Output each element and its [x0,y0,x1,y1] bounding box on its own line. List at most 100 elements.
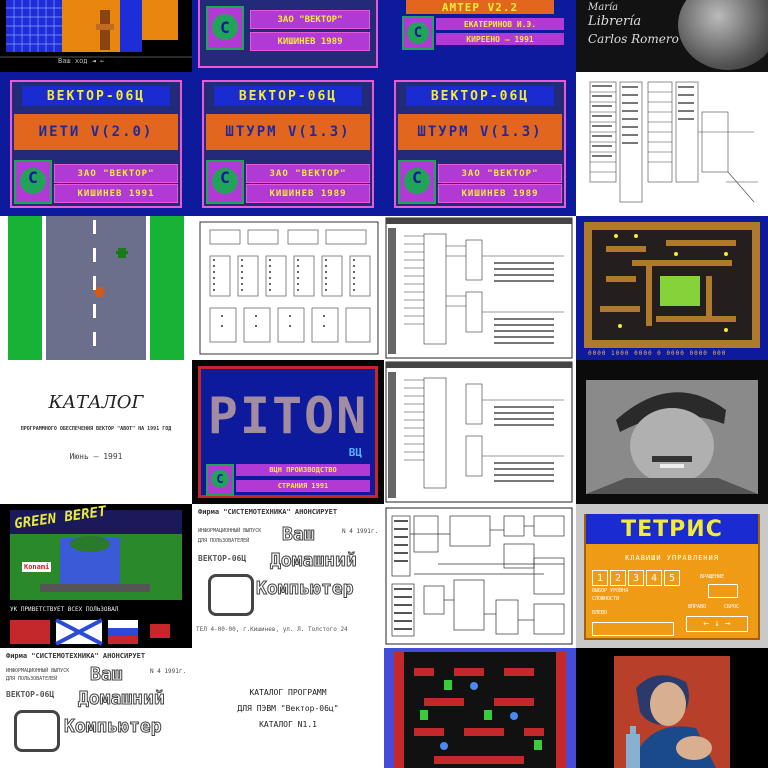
c-logo-icon: C [212,14,238,40]
thumbnail-home-computer-cover-1[interactable]: Фирма "СИСТЕМОТЕХНИКА" АНОНСИРУЕТ ИНФОРМ… [192,504,384,648]
catalog-line-1: КАТАЛОГ ПРОГРАММ [249,688,327,697]
cover-line-3: ВЕКТОР-06Ц [198,554,247,563]
cover-big-1: Ваш [282,524,316,546]
catalog-line-3: КАТАЛОГ N1.1 [259,720,317,729]
thumbnail-circuit-diagram-3[interactable] [384,504,576,648]
thumbnail-circuit-diagram-1[interactable] [384,216,576,360]
catalog-title: КАТАЛОГ [48,392,144,413]
road-game-graphic [8,216,184,360]
cover-footer: ТЕЛ 4-00-00, г.Кишинев, ул. Л. Толстого … [196,626,348,633]
credit-line-2: Librería [588,14,642,29]
cover-line-1: ИНФОРМАЦИОННЫЙ ВЫПУСК [6,668,70,674]
logo: C [14,160,52,204]
cover-line-1: ИНФОРМАЦИОННЫЙ ВЫПУСК [198,528,262,534]
c-logo-icon: C [407,22,429,44]
system-title: ВЕКТОР-06Ц [214,86,362,106]
digit-3: 3 [628,570,644,586]
digit-2: 2 [610,570,626,586]
system-title: ВЕКТОР-06Ц [406,86,554,106]
game-title: ШТУРМ V(1.3) [206,114,370,150]
system-title: ВЕКТОР-06Ц [22,86,170,106]
score-bar: 0000 1000 0000 0 0000 0000 000 [588,350,727,357]
circuit-diagram-graphic [385,361,573,503]
logo-2-icon [14,710,60,752]
thumbnail-amter[interactable]: АМТЕР V2.2 C ЕКАТЕРИНОВ И.Э. КИРЕЕНО — 1… [384,0,576,72]
c-logo-icon: C [211,470,229,488]
portrait-photo [678,0,768,70]
green-beret-graphic [10,510,182,646]
logo: C [206,464,234,496]
thumbnail-circuit-diagram-2[interactable] [384,360,576,504]
city-year-label: КИШИНЕВ 1989 [246,184,370,203]
cover-big-3: Компьютер [64,716,163,738]
city-year-label: КИШИНЕВ 1989 [250,32,370,51]
c-logo-icon: C [20,168,46,194]
credit-line-3: Carlos Romero [588,32,679,46]
game-title: PITON [207,387,369,445]
city-year-label: КИШИНЕВ 1991 [54,184,178,203]
cover-line-2: ДЛЯ ПОЛЬЗОВАТЕЛЕЙ [6,676,58,682]
cover-line-3: ВЕКТОР-06Ц [6,690,55,699]
thumbnail-photo-credits[interactable]: María Librería Carlos Romero [576,0,768,72]
cover-line-2: ДЛЯ ПОЛЬЗОВАТЕЛЕЙ [198,538,250,544]
thumbnail-vector-title-1[interactable]: C ЗАО "ВЕКТОР" КИШИНЕВ 1989 [192,0,384,72]
rotate-key-icon [708,584,738,598]
thumbnail-road-game[interactable] [0,216,192,360]
title-tag: ВЦ [348,446,362,459]
thumbnail-brick-game[interactable] [384,648,576,768]
producer-label: ВЦН ПРОИЗВОДСТВО [236,464,370,476]
left-label: ВЛЕВО [592,610,608,616]
maze-game-graphic [584,222,760,348]
reset-label: СБРОС [724,604,740,610]
c-logo-icon: C [212,168,238,194]
portrait-photo [586,380,758,494]
controls-subtitle: КЛАВИШИ УПРАВЛЕНИЯ [625,554,719,562]
thumbnail-game-board[interactable]: Ваш ход ◄ ← [0,0,192,72]
company-label: ЗАО "ВЕКТОР" [438,164,562,183]
cover-issue: N 4 1991г. [150,668,187,675]
thumbnail-schematic-table[interactable] [576,72,768,216]
company-label: ЗАО "ВЕКТОР" [54,164,178,183]
logo: C [206,6,244,50]
circuit-diagram-graphic [385,507,573,645]
tetris-title-bar [586,514,758,544]
year-label: КИРЕЕНО — 1991 [436,33,564,45]
scroll-text: УК ПРИВЕТСТВУЕТ ВСЕХ ПОЛЬЗОВАЛ [10,606,119,613]
company-label: ЗАО "ВЕКТОР" [246,164,370,183]
author-label: ЕКАТЕРИНОВ И.Э. [436,18,564,30]
cover-header: Фирма "СИСТЕМОТЕХНИКА" АНОНСИРУЕТ [6,652,146,660]
digit-1: 1 [592,570,608,586]
thumbnail-portrait-officer[interactable] [576,360,768,504]
thumbnail-green-beret[interactable]: GREEN BERET Konami УК ПРИВЕТСТВУЕТ ВСЕХ … [0,504,192,648]
c-logo-icon: C [404,168,430,194]
thumbnail-maze-game[interactable]: 0000 1000 0000 0 0000 0000 000 [576,216,768,360]
thumbnail-vector-yeti[interactable]: ВЕКТОР-06Ц ИЕТИ V(2.0) C ЗАО "ВЕКТОР" КИ… [0,72,192,216]
game-title: ТЕТРИС [621,516,723,542]
game-board-graphic [0,0,192,58]
thumbnail-catalog-cover[interactable]: КАТАЛОГ ПРОГРАММНОГО ОБЕСПЕЧЕНИЯ ВЕКТОР … [0,360,192,504]
thumbnail-piton[interactable]: PITON ВЦ C ВЦН ПРОИЗВОДСТВО СТРАНИЯ 1991 [192,360,384,504]
thumbnail-vector-shturm-2[interactable]: ВЕКТОР-06Ц ШТУРМ V(1.3) C ЗАО "ВЕКТОР" К… [384,72,576,216]
circuit-diagram-graphic [385,217,573,359]
difficulty-label-1: ВЫБОР УРОВНЯ [592,588,629,594]
level-digits: 1 2 3 4 5 [592,570,680,586]
catalog-date: Июнь — 1991 [69,452,123,461]
catalog-line-2: ДЛЯ ПЭВМ "Вектор-06ц" [237,704,339,713]
thumbnail-program-catalog[interactable]: КАТАЛОГ ПРОГРАММ ДЛЯ ПЭВМ "Вектор-06ц" К… [192,648,384,768]
thumbnail-absinthe-painting[interactable] [576,648,768,768]
rotate-label: ВРАЩЕНИЕ [700,574,725,580]
year-label: СТРАНИЯ 1991 [236,480,370,492]
thumbnail-home-computer-cover-2[interactable]: Фирма "СИСТЕМОТЕХНИКА" АНОНСИРУЕТ ИНФОРМ… [0,648,192,768]
painting-image [614,656,730,768]
thumbnail-tetris-controls[interactable]: ТЕТРИС КЛАВИШИ УПРАВЛЕНИЯ 1 2 3 4 5 ВЫБО… [576,504,768,648]
cover-big-3: Компьютер [256,578,355,600]
publisher-label: Konami [22,562,52,572]
game-title: ИЕТИ V(2.0) [14,114,178,150]
space-key-icon [592,622,674,636]
catalog-subtitle: ПРОГРАММНОГО ОБЕСПЕЧЕНИЯ ВЕКТОР "АВОТ" Н… [20,426,172,432]
logo: C [206,160,244,204]
thumbnail-vector-shturm-1[interactable]: ВЕКТОР-06Ц ШТУРМ V(1.3) C ЗАО "ВЕКТОР" К… [192,72,384,216]
digit-4: 4 [646,570,662,586]
thumbnail-pcb-layout[interactable] [192,216,384,360]
